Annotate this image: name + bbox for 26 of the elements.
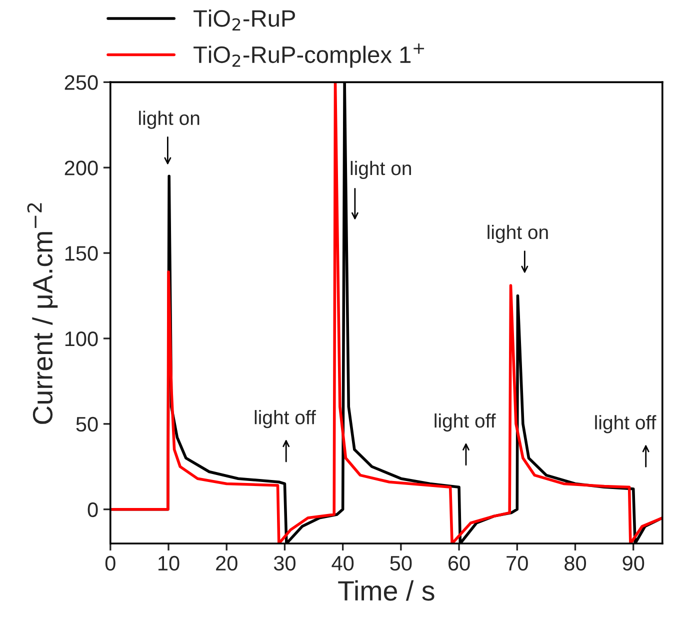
x-axis-title: Time / s — [338, 580, 434, 601]
x-tick-label: 30 — [274, 556, 296, 571]
y-tick-label: 0 — [88, 502, 98, 518]
x-tick-label: 40 — [332, 556, 354, 571]
annotation: light on — [139, 110, 200, 129]
legend-label: TiO$_{2}$-RuP-complex 1$^{+}$ — [194, 43, 424, 68]
annotation: light on — [350, 160, 411, 180]
x-tick-label: 20 — [216, 556, 238, 571]
annotation: light off — [254, 410, 316, 428]
y-tick-label: 150 — [65, 246, 98, 261]
x-tick-label: 70 — [506, 556, 528, 571]
annotation: light off — [434, 413, 496, 432]
x-tick-label: 80 — [564, 556, 586, 571]
y-tick-label: 100 — [65, 331, 98, 346]
x-tick-label: 0 — [105, 556, 116, 571]
x-tick-label: 90 — [622, 556, 644, 571]
y-axis-title: Current / μA.cm$^{−2}$ — [27, 203, 58, 424]
annotation: light off — [595, 415, 656, 434]
annotation: light on — [488, 224, 548, 243]
x-tick-label: 60 — [448, 556, 470, 571]
legend-label: TiO$_{2}$-RuP — [194, 9, 295, 30]
x-tick-label: 10 — [158, 556, 180, 571]
y-tick-label: 250 — [64, 75, 98, 90]
y-tick-label: 200 — [64, 160, 98, 176]
x-tick-label: 50 — [390, 556, 412, 571]
y-tick-label: 50 — [76, 416, 98, 432]
